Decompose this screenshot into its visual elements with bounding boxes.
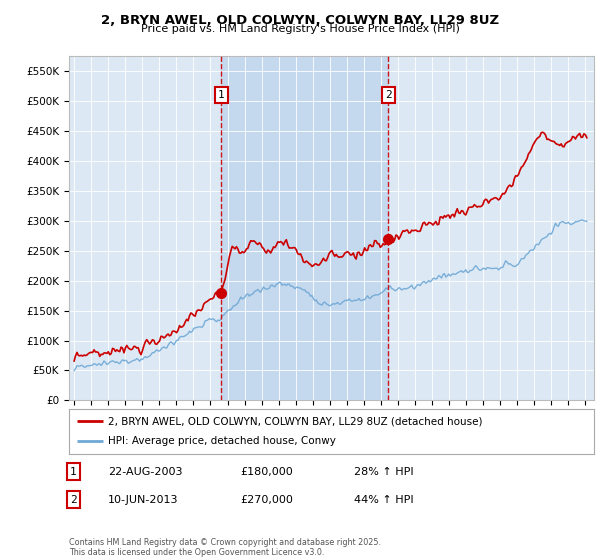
Text: HPI: Average price, detached house, Conwy: HPI: Average price, detached house, Conw… [109, 436, 336, 446]
Text: 1: 1 [70, 466, 77, 477]
Text: 1: 1 [218, 90, 225, 100]
Text: 28% ↑ HPI: 28% ↑ HPI [354, 466, 413, 477]
Text: 2, BRYN AWEL, OLD COLWYN, COLWYN BAY, LL29 8UZ (detached house): 2, BRYN AWEL, OLD COLWYN, COLWYN BAY, LL… [109, 416, 483, 426]
Text: 2: 2 [385, 90, 392, 100]
Text: 10-JUN-2013: 10-JUN-2013 [108, 494, 179, 505]
Text: Contains HM Land Registry data © Crown copyright and database right 2025.
This d: Contains HM Land Registry data © Crown c… [69, 538, 381, 557]
Text: £270,000: £270,000 [240, 494, 293, 505]
Text: 44% ↑ HPI: 44% ↑ HPI [354, 494, 413, 505]
Bar [221, 56, 388, 400]
Text: £180,000: £180,000 [240, 466, 293, 477]
Text: 2: 2 [70, 494, 77, 505]
Text: Price paid vs. HM Land Registry's House Price Index (HPI): Price paid vs. HM Land Registry's House … [140, 24, 460, 34]
Text: 2, BRYN AWEL, OLD COLWYN, COLWYN BAY, LL29 8UZ: 2, BRYN AWEL, OLD COLWYN, COLWYN BAY, LL… [101, 14, 499, 27]
Text: 22-AUG-2003: 22-AUG-2003 [108, 466, 182, 477]
